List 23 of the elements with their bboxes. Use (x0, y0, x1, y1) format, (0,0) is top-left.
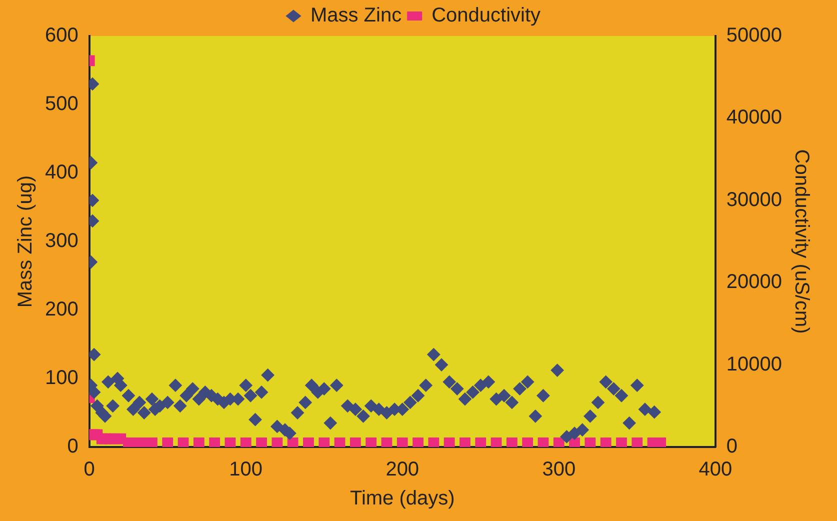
y2-tick-label: 20000 (726, 271, 782, 294)
y-tick-label: 300 (44, 230, 78, 252)
y-tick-label: 400 (44, 162, 78, 184)
y-tick-label: 100 (44, 367, 78, 390)
y-tick-label: 600 (44, 24, 78, 47)
y2-tick-label: 50000 (726, 24, 782, 47)
y2-axis-title: Conductivity (uS/cm) (790, 149, 812, 334)
x-tick-label: 100 (229, 458, 263, 481)
y-tick-label: 500 (44, 93, 78, 116)
y2-tick-label: 10000 (726, 353, 782, 376)
x-tick-label: 200 (386, 458, 420, 481)
x-tick-label: 400 (698, 458, 732, 481)
y-axis-title: Mass Zinc (ug) (14, 175, 37, 308)
y2-tick-label: 0 (726, 436, 738, 458)
y-tick-label: 200 (44, 298, 78, 321)
x-tick-label: 0 (84, 458, 95, 481)
y2-tick-label: 30000 (726, 188, 782, 211)
y2-tick-label: 40000 (726, 106, 782, 129)
y-tick-label: 0 (67, 436, 78, 458)
x-axis-title: Time (days) (350, 488, 455, 510)
x-tick-label: 300 (542, 458, 576, 481)
legend-label: Conductivity (432, 4, 541, 27)
legend-label: Mass Zinc (310, 4, 402, 27)
